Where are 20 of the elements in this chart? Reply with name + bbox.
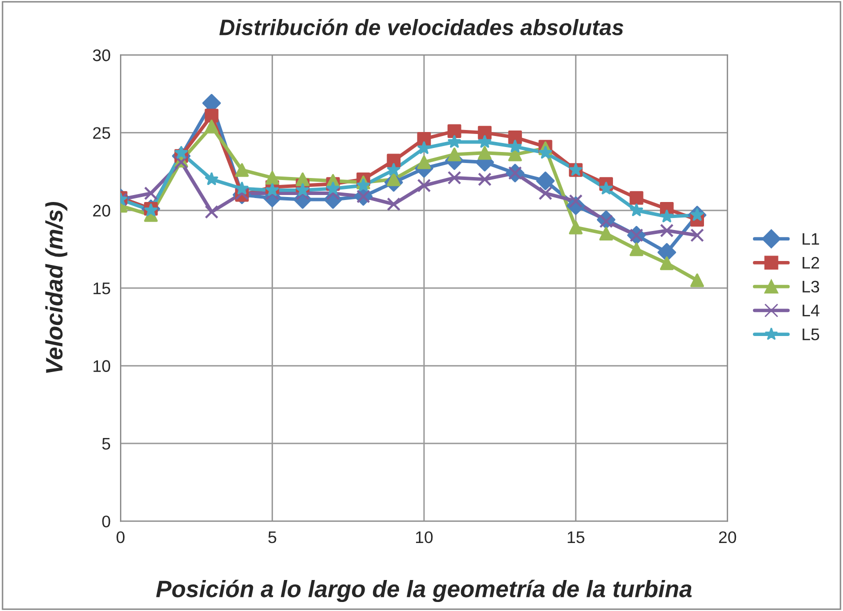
y-tick-label: 25: [93, 127, 110, 139]
legend-label: L2: [802, 256, 820, 269]
x-axis-title: Posición a lo largo de la geometría de la turbina: [156, 580, 692, 602]
y-tick-label: 5: [102, 438, 110, 450]
x-tick-label: 5: [268, 532, 276, 544]
x-tick-label: 15: [568, 532, 584, 544]
y-tick-label: 0: [102, 516, 110, 528]
legend-label: L3: [802, 280, 820, 293]
y-tick-label: 20: [93, 204, 110, 217]
y-tick-label: 10: [94, 360, 110, 372]
y-tick-label: 15: [94, 282, 110, 294]
chart-title: Distribución de velocidades absolutas: [219, 18, 624, 36]
x-tick-label: 0: [116, 531, 125, 544]
y-tick-label: 30: [92, 49, 110, 62]
legend-label: L5: [802, 328, 820, 340]
legend-label: L1: [802, 233, 820, 245]
y-axis-title: Velocidad (m/s): [45, 202, 68, 373]
x-tick-label: 20: [719, 531, 736, 544]
x-tick-label: 10: [416, 531, 433, 544]
legend-label: L4: [802, 304, 820, 316]
